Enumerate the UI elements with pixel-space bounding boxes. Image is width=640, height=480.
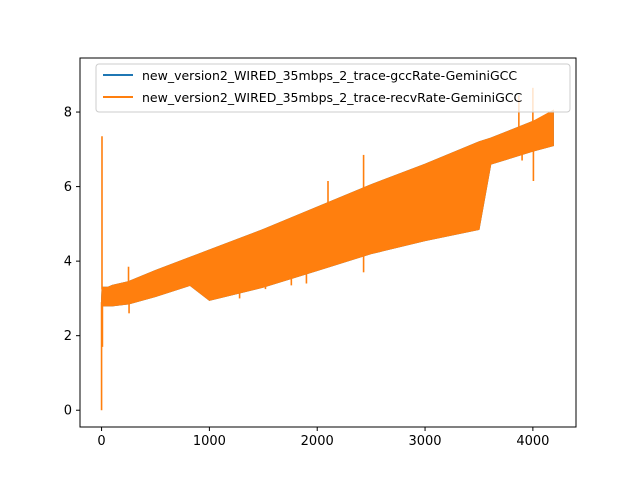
x-tick-label: 2000 — [301, 434, 334, 449]
x-tick-label: 4000 — [516, 434, 549, 449]
y-tick-label: 8 — [64, 106, 72, 121]
series-band-1 — [101, 109, 554, 307]
axes-frame — [79, 57, 577, 428]
legend: new_version2_WIRED_35mbps_2_trace-gccRat… — [95, 63, 571, 113]
x-tick-label: 0 — [97, 434, 105, 449]
legend-box — [95, 63, 571, 113]
x-tick-label: 1000 — [193, 434, 226, 449]
y-tick-label: 6 — [64, 180, 72, 195]
y-axis-ticks: 0 2 4 6 8 — [64, 106, 80, 419]
y-tick-label: 0 — [64, 404, 72, 419]
plot-area — [100, 87, 554, 411]
x-tick-label: 3000 — [408, 434, 441, 449]
legend-label-gccrate: new_version2_WIRED_35mbps_2_trace-gccRat… — [142, 68, 517, 83]
y-tick-label: 2 — [64, 329, 72, 344]
y-tick-label: 4 — [64, 255, 72, 270]
legend-label-recvrate: new_version2_WIRED_35mbps_2_trace-recvRa… — [142, 90, 523, 105]
x-axis-ticks: 0 1000 2000 3000 4000 — [97, 427, 549, 449]
